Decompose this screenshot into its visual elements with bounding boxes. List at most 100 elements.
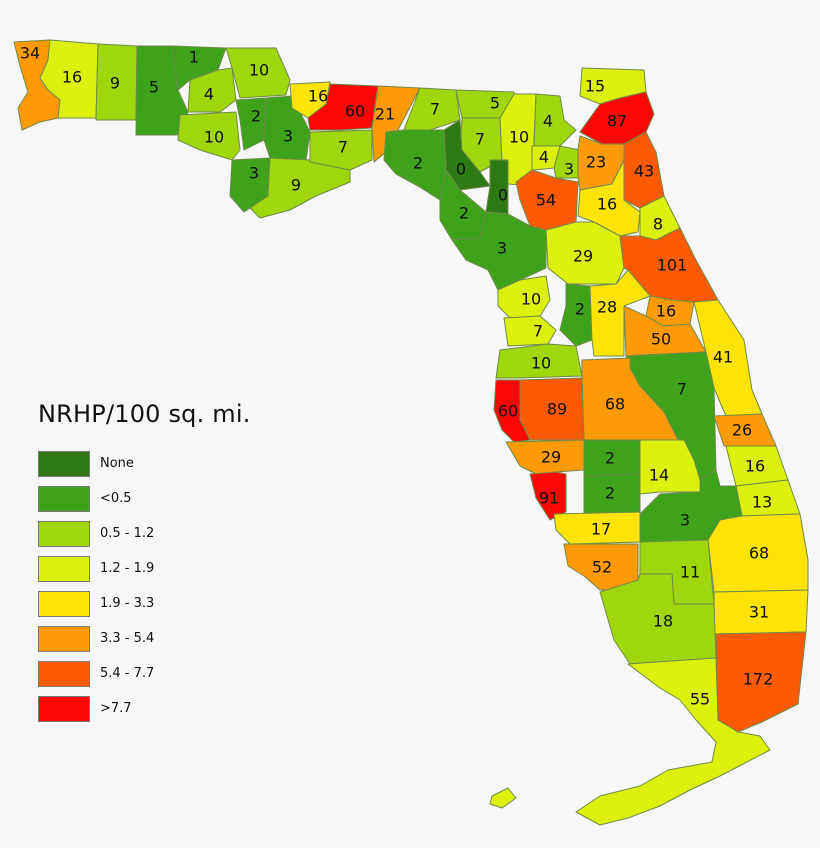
county-value-label: 68	[605, 395, 625, 414]
county-polygons	[13, 39, 809, 826]
county-value-label: 5	[490, 94, 500, 113]
county-value-label: 4	[539, 148, 549, 167]
county-value-label: 60	[498, 402, 518, 421]
county-value-label: 7	[533, 322, 543, 341]
county-value-label: 21	[375, 105, 395, 124]
county-value-label: 3	[564, 160, 574, 179]
county-value-label: 10	[531, 354, 551, 373]
county-value-label: 16	[597, 195, 617, 214]
county-bradford	[553, 145, 581, 179]
county-monroe	[575, 657, 771, 826]
county-collier	[599, 573, 717, 665]
legend-swatch	[38, 485, 90, 512]
county-levy	[451, 211, 547, 291]
legend-label: 0.5 - 1.2	[100, 526, 155, 541]
county-value-label: 28	[597, 298, 617, 317]
legend: NRHP/100 sq. mi. None <0.5 0.5 - 1.2 1.2 - …	[38, 400, 251, 726]
county-monroe-islet	[489, 787, 517, 809]
legend-label: 5.4 - 7.7	[100, 666, 155, 681]
county-value-label: 7	[338, 138, 348, 157]
county-wakulla	[309, 129, 373, 171]
legend-item: <0.5	[38, 481, 251, 516]
county-value-label: 16	[308, 87, 328, 106]
county-baker	[533, 93, 577, 147]
county-value-label: 3	[283, 127, 293, 146]
county-putnam	[577, 159, 641, 237]
county-value-label: 17	[591, 520, 611, 539]
legend-item: 3.3 - 5.4	[38, 621, 251, 656]
county-value-label: 16	[656, 302, 676, 321]
county-value-label: 10	[521, 290, 541, 309]
county-value-label: 29	[541, 448, 561, 467]
county-value-label: 7	[475, 130, 485, 149]
county-charlotte	[553, 511, 641, 545]
county-value-label: 2	[605, 449, 615, 468]
county-value-label: 10	[509, 128, 529, 147]
legend-swatch	[38, 590, 90, 617]
county-value-label: 26	[732, 421, 752, 440]
county-value-label: 7	[677, 380, 687, 399]
county-madison	[403, 87, 461, 131]
county-value-label: 29	[573, 247, 593, 266]
legend-title: NRHP/100 sq. mi.	[38, 400, 251, 428]
legend-item: >7.7	[38, 691, 251, 726]
county-value-label: 2	[413, 154, 423, 173]
county-value-label: 41	[713, 348, 733, 367]
legend-rows: None <0.5 0.5 - 1.2 1.2 - 1.9 1.9 - 3.3 3.3 -…	[38, 446, 251, 726]
county-hernando	[503, 315, 557, 347]
county-value-label: 55	[690, 690, 710, 709]
county-value-label: 4	[543, 112, 553, 131]
county-value-label: 3	[249, 164, 259, 183]
county-value-label: 31	[749, 603, 769, 622]
county-value-label: 10	[204, 128, 224, 147]
county-value-label: 89	[547, 400, 567, 419]
county-value-label: 10	[249, 61, 269, 80]
county-value-label: 91	[539, 489, 559, 508]
county-value-label: 172	[743, 670, 774, 689]
county-value-label: 50	[651, 330, 671, 349]
county-value-label: 101	[657, 256, 688, 275]
county-value-label: 34	[20, 44, 40, 63]
county-value-label: 2	[251, 107, 261, 126]
legend-label: 3.3 - 5.4	[100, 631, 155, 646]
legend-label: None	[100, 456, 134, 471]
legend-item: 1.9 - 3.3	[38, 586, 251, 621]
legend-swatch	[38, 555, 90, 582]
county-value-label: 3	[680, 511, 690, 530]
county-value-label: 16	[745, 457, 765, 476]
county-value-label: 8	[653, 215, 663, 234]
county-value-label: 14	[649, 466, 669, 485]
county-polk	[581, 357, 679, 441]
legend-swatch	[38, 450, 90, 477]
county-sarasota	[529, 471, 567, 521]
county-value-label: 7	[430, 100, 440, 119]
county-value-label: 0	[498, 186, 508, 205]
county-value-label: 15	[585, 77, 605, 96]
legend-label: 1.9 - 3.3	[100, 596, 155, 611]
county-value-label: 52	[592, 558, 612, 577]
county-value-label: 2	[605, 484, 615, 503]
legend-swatch	[38, 625, 90, 652]
legend-item: 0.5 - 1.2	[38, 516, 251, 551]
county-value-label: 3	[497, 239, 507, 258]
county-citrus	[497, 275, 551, 319]
county-value-label: 9	[291, 176, 301, 195]
county-value-label: 11	[680, 563, 700, 582]
county-hillsborough	[519, 377, 585, 441]
county-value-label: 87	[607, 112, 627, 131]
legend-label: 1.2 - 1.9	[100, 561, 155, 576]
county-value-label: 9	[110, 74, 120, 93]
county-value-label: 43	[634, 162, 654, 181]
legend-label: <0.5	[100, 491, 132, 506]
legend-swatch	[38, 695, 90, 722]
county-calhoun	[235, 97, 267, 151]
county-value-label: 68	[749, 544, 769, 563]
county-value-label: 2	[575, 300, 585, 319]
county-value-label: 4	[204, 85, 214, 104]
legend-item: None	[38, 446, 251, 481]
county-value-label: 18	[653, 612, 673, 631]
legend-item: 1.2 - 1.9	[38, 551, 251, 586]
legend-swatch	[38, 520, 90, 547]
